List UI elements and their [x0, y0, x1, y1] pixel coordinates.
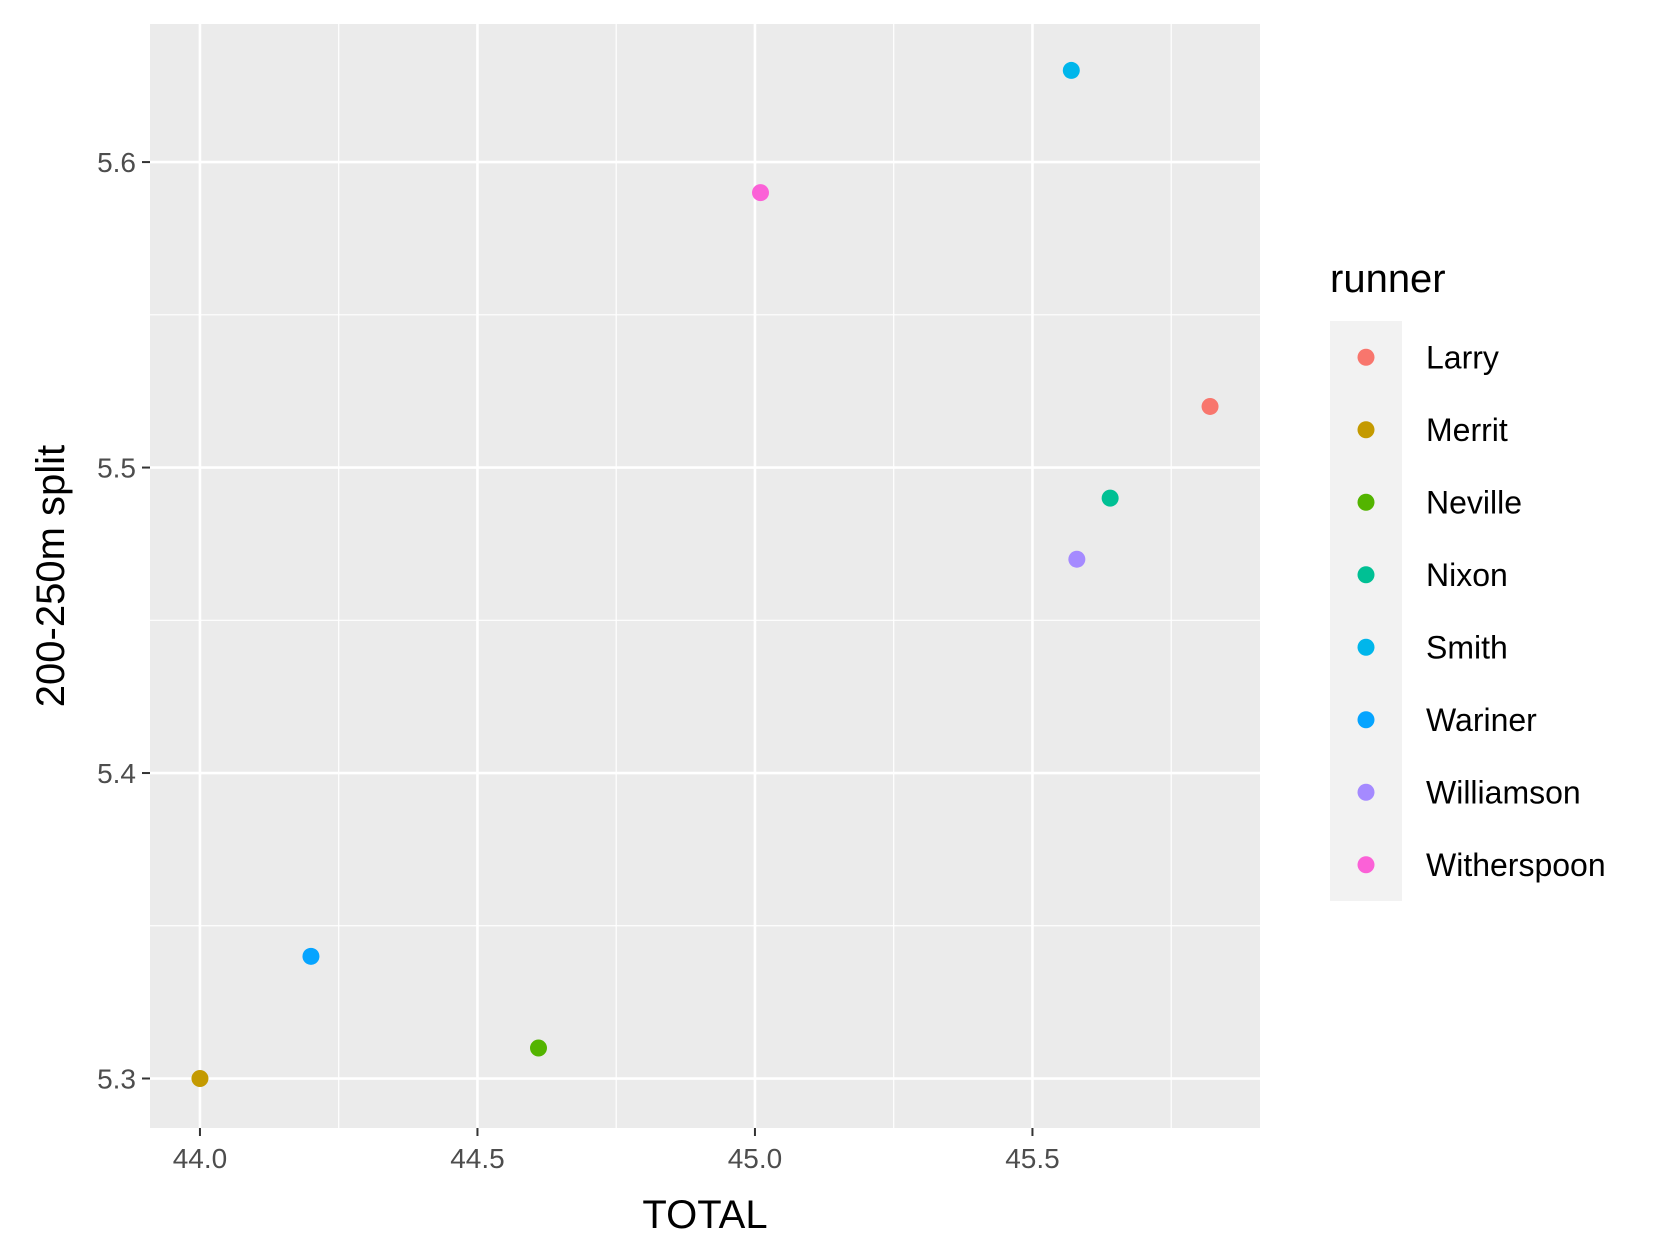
legend-label-merrit: Merrit	[1426, 412, 1508, 448]
legend-key-neville	[1357, 493, 1375, 511]
legend-keys-background	[1330, 321, 1402, 901]
legend-key-witherspoon	[1357, 856, 1375, 874]
legend-key-wariner	[1357, 711, 1375, 729]
y-axis-title: 200-250m split	[29, 445, 73, 707]
data-point-williamson	[1068, 550, 1086, 568]
x-tick-label: 45.5	[1005, 1143, 1060, 1174]
legend-label-williamson: Williamson	[1426, 774, 1581, 810]
legend-label-witherspoon: Witherspoon	[1426, 847, 1606, 883]
data-point-merrit	[191, 1070, 209, 1088]
y-tick-label: 5.3	[97, 1064, 136, 1095]
legend-key-smith	[1357, 638, 1375, 656]
data-point-nixon	[1101, 489, 1119, 507]
major-gridlines	[150, 24, 1260, 1128]
data-point-smith	[1062, 61, 1080, 79]
legend-key-nixon	[1357, 566, 1375, 584]
data-point-neville	[530, 1039, 547, 1057]
x-tick-label: 44.0	[173, 1143, 228, 1174]
legend-label-larry: Larry	[1426, 339, 1499, 375]
legend-key-larry	[1357, 348, 1375, 366]
legend-label-neville: Neville	[1426, 484, 1522, 520]
x-tick-label: 44.5	[450, 1143, 505, 1174]
legend-title: runner	[1330, 257, 1446, 301]
y-tick-label: 5.6	[97, 147, 136, 178]
y-tick-label: 5.4	[97, 758, 136, 789]
legend-items: Larry Merrit Neville Nixon Smith Wariner Willi…	[1357, 339, 1606, 883]
legend-label-nixon: Nixon	[1426, 557, 1508, 593]
data-point-witherspoon	[752, 184, 769, 202]
legend-label-wariner: Wariner	[1426, 702, 1537, 738]
x-axis-title: TOTAL	[642, 1193, 767, 1237]
data-point-wariner	[302, 947, 320, 965]
legend-key-williamson	[1357, 783, 1375, 801]
legend-key-merrit	[1357, 421, 1375, 439]
x-axis: 44.0 44.5 45.0 45.5	[173, 1128, 1060, 1174]
plot-panel	[150, 24, 1260, 1128]
data-points	[191, 61, 1219, 1088]
minor-gridlines	[150, 24, 1260, 1128]
y-tick-label: 5.5	[97, 453, 136, 484]
x-tick-label: 45.0	[728, 1143, 783, 1174]
y-axis: 5.3 5.4 5.5 5.6	[97, 147, 150, 1095]
data-point-larry	[1201, 397, 1219, 415]
legend-label-smith: Smith	[1426, 629, 1508, 665]
legend: runner Larry Merrit Neville Nixon Smith Warin…	[1330, 257, 1606, 901]
